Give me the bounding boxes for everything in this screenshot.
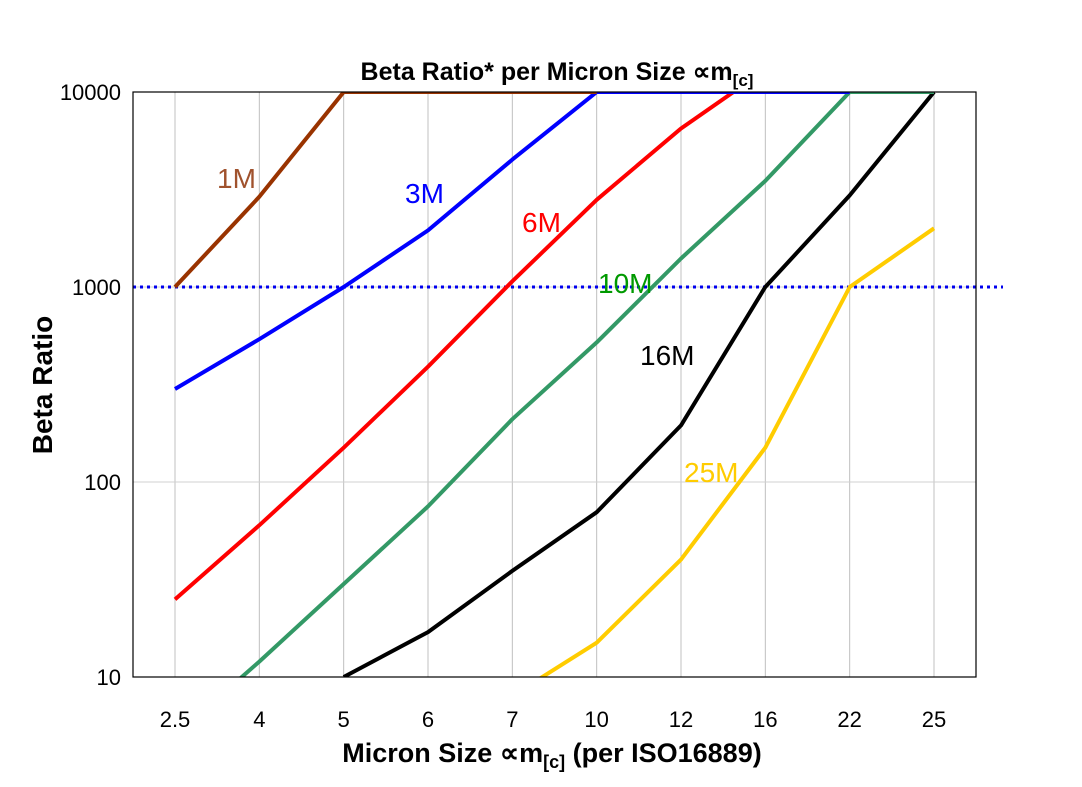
x-tick-label: 4 [253,707,265,732]
plot-border [132,91,977,678]
y-tick-label: 100 [84,470,121,495]
x-tick-label: 25 [922,707,946,732]
y-tick-label: 10 [97,665,121,690]
series-line-25M [538,226,936,677]
series-label-1M: 1M [217,163,256,194]
x-axis-label: Micron Size ∝m[c] (per ISO16889) [342,738,761,772]
series-label-10M: 10M [598,268,652,299]
series-label-16M: 16M [640,340,694,371]
x-tick-label: 10 [584,707,608,732]
x-tick-label: 16 [753,707,777,732]
series-label-3M: 3M [405,178,444,209]
series-line-1M [173,92,597,289]
series-line-3M [173,92,850,391]
series-line-10M [238,92,934,677]
x-tick-label: 7 [506,707,518,732]
chart-title: Beta Ratio* per Micron Size ∝m[c] [361,58,754,90]
series-label-25M: 25M [684,457,738,488]
y-tick-label: 10000 [60,80,121,105]
y-axis-label: Beta Ratio [27,316,58,454]
y-tick-label: 1000 [72,275,121,300]
x-tick-label: 2.5 [160,707,191,732]
x-tick-label: 5 [338,707,350,732]
series-label-6M: 6M [522,207,561,238]
series-line-6M [173,92,737,601]
x-tick-label: 22 [837,707,861,732]
x-tick-label: 12 [669,707,693,732]
x-tick-label: 6 [422,707,434,732]
plot-area [133,92,976,677]
series-line-16M [342,92,936,677]
